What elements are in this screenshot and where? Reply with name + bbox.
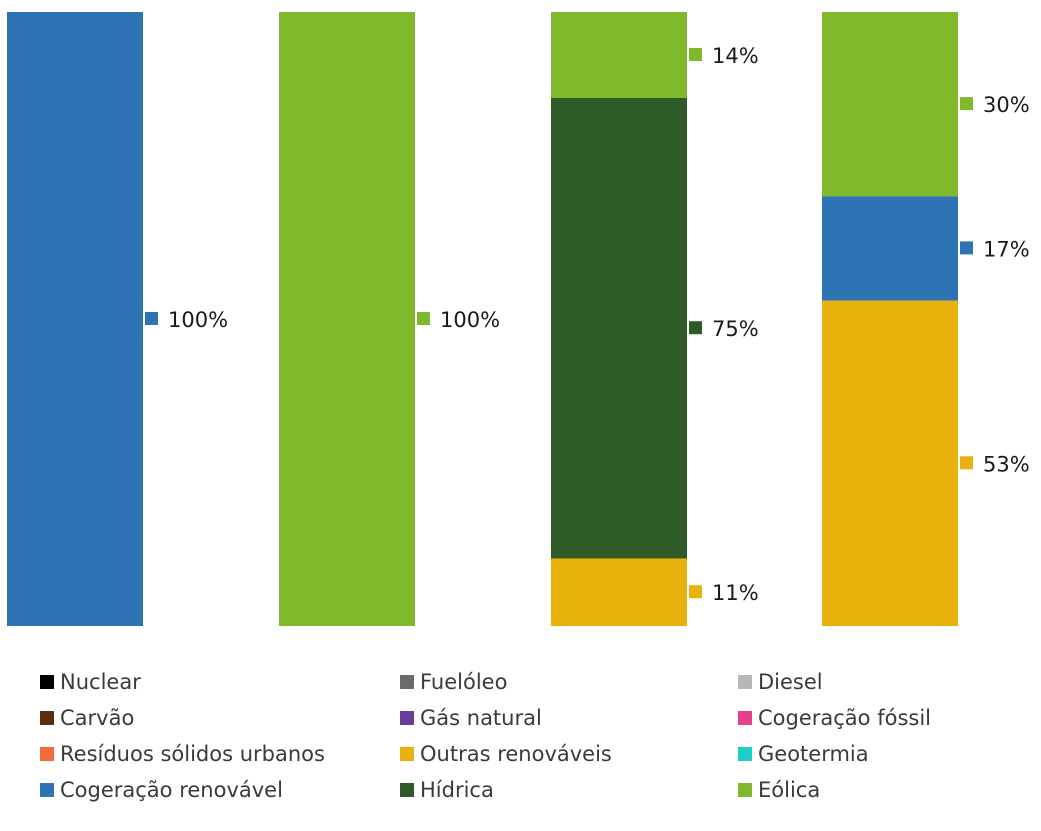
legend-label: Outras renováveis <box>420 742 612 766</box>
legend-item: Outras renováveis <box>400 736 738 772</box>
legend-swatch <box>400 675 414 689</box>
legend: Nuclear Fuelóleo Diesel Carvão Gás natural Co… <box>40 664 1040 808</box>
legend-label: Cogeração renovável <box>60 778 283 802</box>
data-label-marker <box>417 312 430 325</box>
data-label: 14% <box>712 44 759 68</box>
legend-item: Geotermia <box>738 736 1038 772</box>
data-label-marker <box>960 241 973 255</box>
legend-swatch <box>40 711 54 725</box>
legend-swatch <box>40 675 54 689</box>
legend-label: Hídrica <box>420 778 494 802</box>
legend-label: Eólica <box>758 778 821 802</box>
bar-segment-3-eolica <box>551 12 687 98</box>
legend-item: Resíduos sólidos urbanos <box>40 736 400 772</box>
data-label: 53% <box>983 452 1030 476</box>
legend-item: Eólica <box>738 772 1038 808</box>
bar-segment-4-outras-renovaveis <box>822 300 958 626</box>
legend-swatch <box>400 783 414 797</box>
legend-swatch <box>738 675 752 689</box>
bar-segment-4-cogeracao-renovavel <box>822 196 958 301</box>
legend-swatch <box>40 783 54 797</box>
legend-item: Nuclear <box>40 664 400 700</box>
legend-swatch <box>738 783 752 797</box>
data-label: 75% <box>712 317 759 341</box>
legend-swatch <box>400 711 414 725</box>
legend-item: Cogeração renovável <box>40 772 400 808</box>
legend-swatch <box>738 747 752 761</box>
data-label: 11% <box>712 581 759 605</box>
stacked-bar-chart: 100% 100% 11% 75% 14% 53% 17% 30% <box>7 12 1030 626</box>
bar-segment-4-eolica <box>822 12 958 197</box>
legend-item: Cogeração fóssil <box>738 700 1038 736</box>
legend-item: Gás natural <box>400 700 738 736</box>
bar-segment-2-eolica <box>279 12 415 626</box>
legend-label: Diesel <box>758 670 823 694</box>
data-label: 30% <box>983 93 1030 117</box>
legend-swatch <box>738 711 752 725</box>
data-label-marker <box>689 47 702 61</box>
legend-item: Fuelóleo <box>400 664 738 700</box>
data-label-marker <box>960 456 973 470</box>
data-label-marker <box>689 321 702 335</box>
legend-label: Nuclear <box>60 670 141 694</box>
legend-label: Fuelóleo <box>420 670 508 694</box>
legend-label: Gás natural <box>420 706 542 730</box>
data-label-marker <box>145 312 158 325</box>
plot-area: 100% 100% 11% 75% 14% 53% 17% 30% <box>7 12 1030 626</box>
data-label-marker <box>689 585 702 599</box>
legend-item: Diesel <box>738 664 1038 700</box>
legend-item: Hídrica <box>400 772 738 808</box>
legend-label: Carvão <box>60 706 135 730</box>
legend-label: Cogeração fóssil <box>758 706 931 730</box>
bar-segment-1-cogeracao-renovavel <box>7 12 143 626</box>
legend-label: Geotermia <box>758 742 869 766</box>
legend-item: Carvão <box>40 700 400 736</box>
data-label: 100% <box>168 308 228 332</box>
legend-label: Resíduos sólidos urbanos <box>60 742 325 766</box>
bar-segment-3-hidrica <box>551 97 687 559</box>
legend-swatch <box>400 747 414 761</box>
data-label-marker <box>960 97 973 111</box>
legend-swatch <box>40 747 54 761</box>
bar-segment-3-outras-renovaveis <box>551 558 687 626</box>
data-label: 100% <box>440 308 500 332</box>
data-label: 17% <box>983 237 1030 261</box>
